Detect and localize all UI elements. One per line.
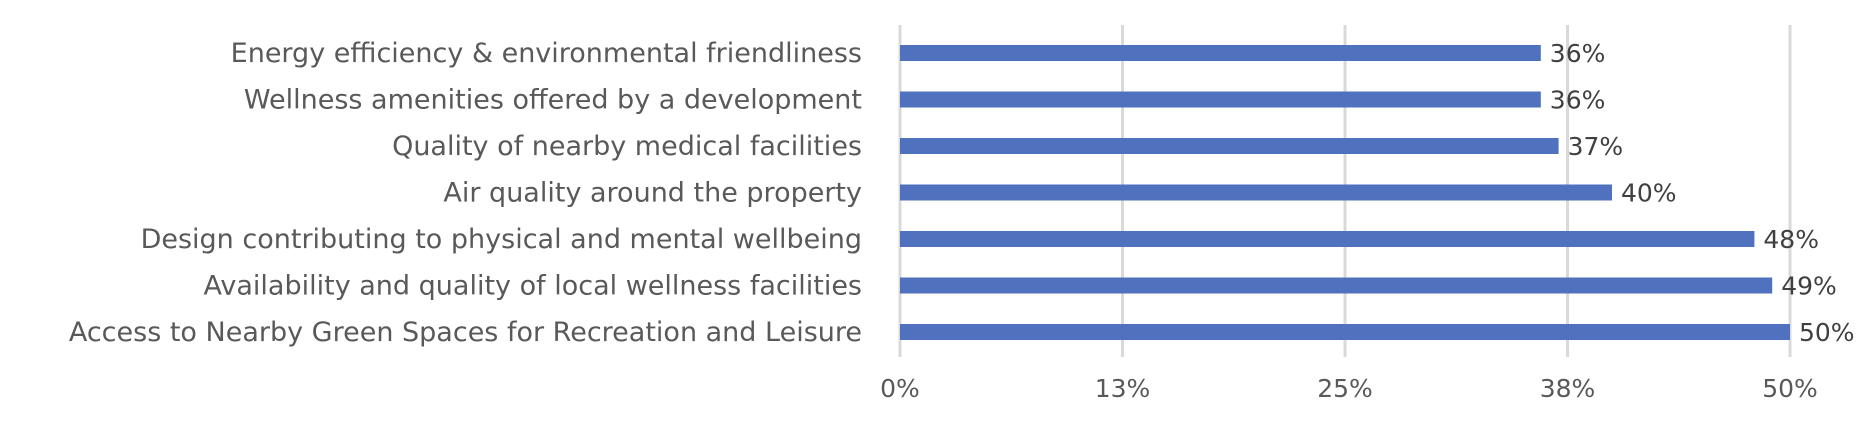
category-label: Design contributing to physical and ment… bbox=[141, 224, 862, 255]
bar bbox=[900, 138, 1559, 154]
bar bbox=[900, 184, 1612, 201]
bar bbox=[900, 231, 1755, 247]
category-label: Energy efficiency & environmental friend… bbox=[231, 38, 862, 69]
data-labels: 36% 36% 37% 40% 48% 49% 50% bbox=[1550, 39, 1855, 347]
category-label: Air quality around the property bbox=[443, 178, 862, 209]
x-tick-label: 0% bbox=[880, 374, 920, 403]
data-label: 36% bbox=[1550, 39, 1606, 68]
data-label: 37% bbox=[1568, 132, 1624, 161]
bar bbox=[900, 277, 1773, 294]
data-label: 40% bbox=[1621, 179, 1677, 208]
data-label: 50% bbox=[1799, 318, 1855, 347]
x-tick-label: 25% bbox=[1317, 374, 1373, 403]
x-tick-labels: 0% 13% 25% 38% 50% bbox=[880, 374, 1818, 403]
category-label: Availability and quality of local wellne… bbox=[204, 271, 862, 302]
bar bbox=[900, 324, 1790, 340]
bars bbox=[900, 45, 1790, 340]
data-label: 49% bbox=[1781, 272, 1837, 301]
x-tick-label: 38% bbox=[1540, 374, 1596, 403]
category-label: Quality of nearby medical facilities bbox=[392, 131, 862, 162]
x-tick-label: 13% bbox=[1095, 374, 1151, 403]
bar bbox=[900, 91, 1541, 108]
bar bbox=[900, 45, 1541, 61]
x-tick-label: 50% bbox=[1762, 374, 1818, 403]
data-label: 36% bbox=[1550, 86, 1606, 115]
category-labels: Energy efficiency & environmental friend… bbox=[69, 38, 862, 348]
data-label: 48% bbox=[1763, 225, 1819, 254]
category-label: Wellness amenities offered by a developm… bbox=[244, 85, 862, 116]
category-label: Access to Nearby Green Spaces for Recrea… bbox=[69, 317, 862, 348]
